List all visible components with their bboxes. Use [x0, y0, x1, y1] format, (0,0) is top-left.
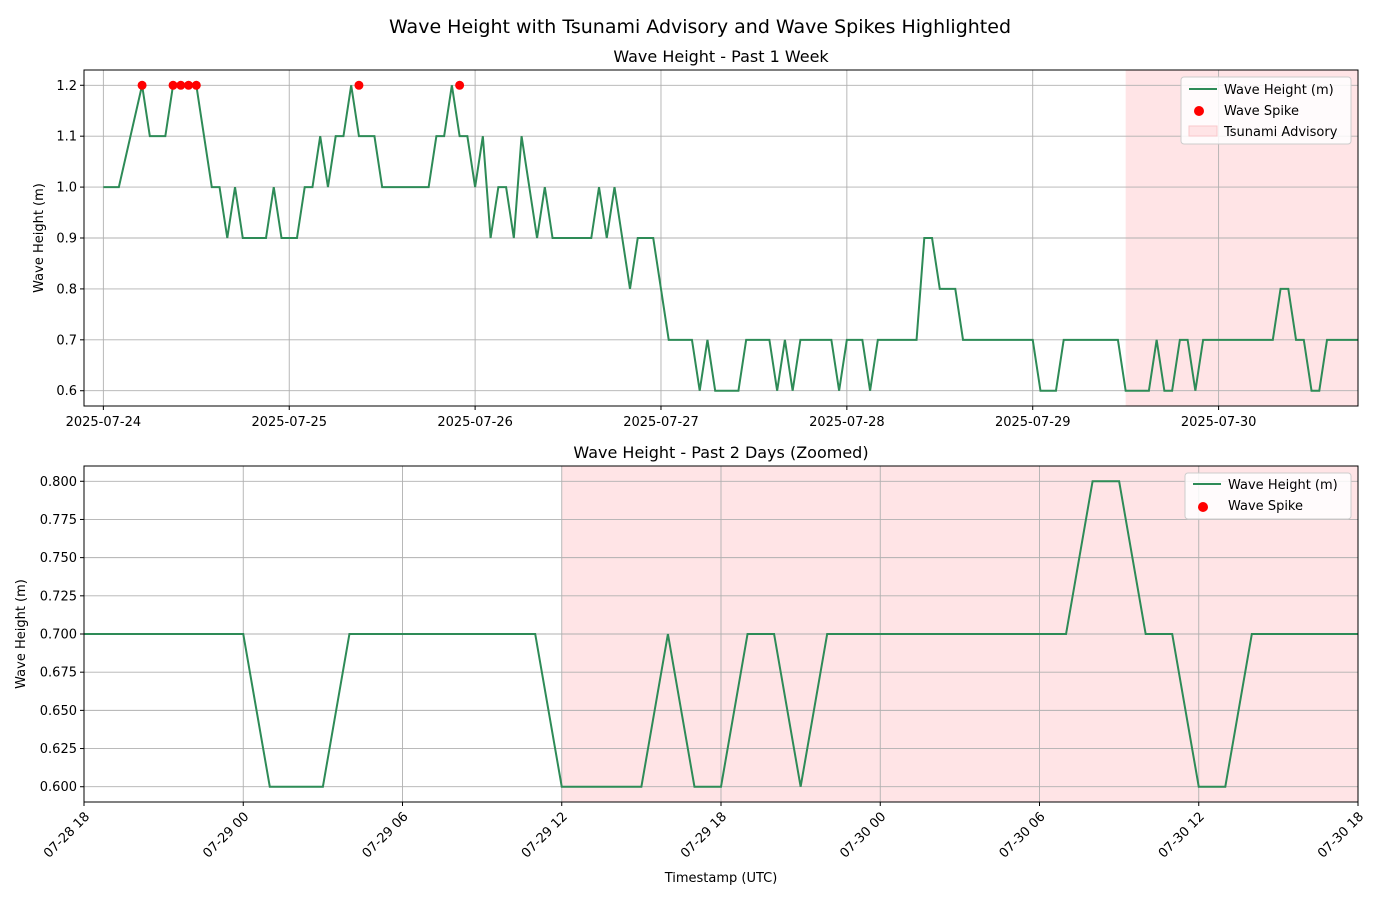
y-tick-label: 0.700: [40, 628, 77, 643]
y-tick-label: 0.775: [40, 513, 77, 528]
legend-wave-spike-label: Wave Spike: [1224, 104, 1299, 119]
x-axis-label-past-2-days: Timestamp (UTC): [664, 871, 778, 886]
y-tick-label: 0.8: [56, 282, 77, 297]
y-tick-label: 0.800: [40, 475, 77, 490]
y-tick-label: 1.1: [56, 130, 77, 145]
y-axis-label-past-1-week: Wave Height (m): [32, 183, 47, 293]
wave-spike-point: [191, 80, 201, 90]
y-tick-label: 1.2: [56, 79, 77, 94]
x-tick-label: 2025-07-24: [66, 415, 142, 430]
panel-past-1-week: Wave Height - Past 1 Week Wave Height (m…: [32, 47, 1359, 430]
x-tick-label: 2025-07-26: [437, 415, 513, 430]
y-tick-label: 0.9: [56, 232, 77, 247]
y-axis-label-past-2-days: Wave Height (m): [14, 579, 29, 689]
x-tick-label: 2025-07-25: [251, 415, 327, 430]
legend-wave-spike-label: Wave Spike: [1228, 499, 1303, 514]
y-tick-label: 0.600: [40, 780, 77, 795]
y-tick-label: 0.750: [40, 551, 77, 566]
legend-tsunami-advisory-swatch: [1188, 125, 1218, 137]
y-tick-label: 0.7: [56, 333, 77, 348]
panel-title-past-1-week: Wave Height - Past 1 Week: [613, 47, 829, 66]
legend-tsunami-advisory-label: Tsunami Advisory: [1223, 125, 1338, 140]
legend-past-2-days: Wave Height (m) Wave Spike: [1184, 472, 1352, 520]
figure-suptitle: Wave Height with Tsunami Advisory and Wa…: [389, 16, 1011, 38]
legend-box: [1180, 76, 1352, 145]
x-tick-label: 2025-07-29: [995, 415, 1071, 430]
legend-wave-height-label: Wave Height (m): [1224, 83, 1334, 98]
y-tick-label: 1.0: [56, 181, 77, 196]
wave-spike-point: [184, 80, 194, 90]
legend-past-1-week: Wave Height (m) Wave Spike Tsunami Advis…: [1180, 76, 1352, 145]
y-tick-label: 0.675: [40, 666, 77, 681]
wave-spike-point: [137, 80, 147, 90]
legend-wave-spike-swatch: [1194, 106, 1204, 116]
x-tick-label: 2025-07-27: [623, 415, 699, 430]
x-tick-label: 2025-07-30: [1181, 415, 1257, 430]
wave-spike-point: [176, 80, 186, 90]
axes-frame: [83, 69, 1359, 407]
y-tick-label: 0.725: [40, 589, 77, 604]
x-tick-label: 2025-07-28: [809, 415, 885, 430]
legend-wave-spike-swatch: [1198, 502, 1208, 512]
y-tick-label: 0.6: [56, 384, 77, 399]
legend-box: [1184, 472, 1352, 520]
y-tick-label: 0.625: [40, 742, 77, 757]
wave-spike-point: [354, 80, 364, 90]
series-line-wave-height: [84, 480, 1358, 788]
legend-wave-height-label: Wave Height (m): [1228, 478, 1338, 493]
series-line-wave-height: [103, 84, 1358, 392]
y-tick-label: 0.650: [40, 704, 77, 719]
wave-spike-point: [168, 80, 178, 90]
wave-spike-point: [455, 80, 465, 90]
axes-frame: [83, 465, 1359, 803]
panel-title-past-2-days: Wave Height - Past 2 Days (Zoomed): [573, 443, 868, 462]
